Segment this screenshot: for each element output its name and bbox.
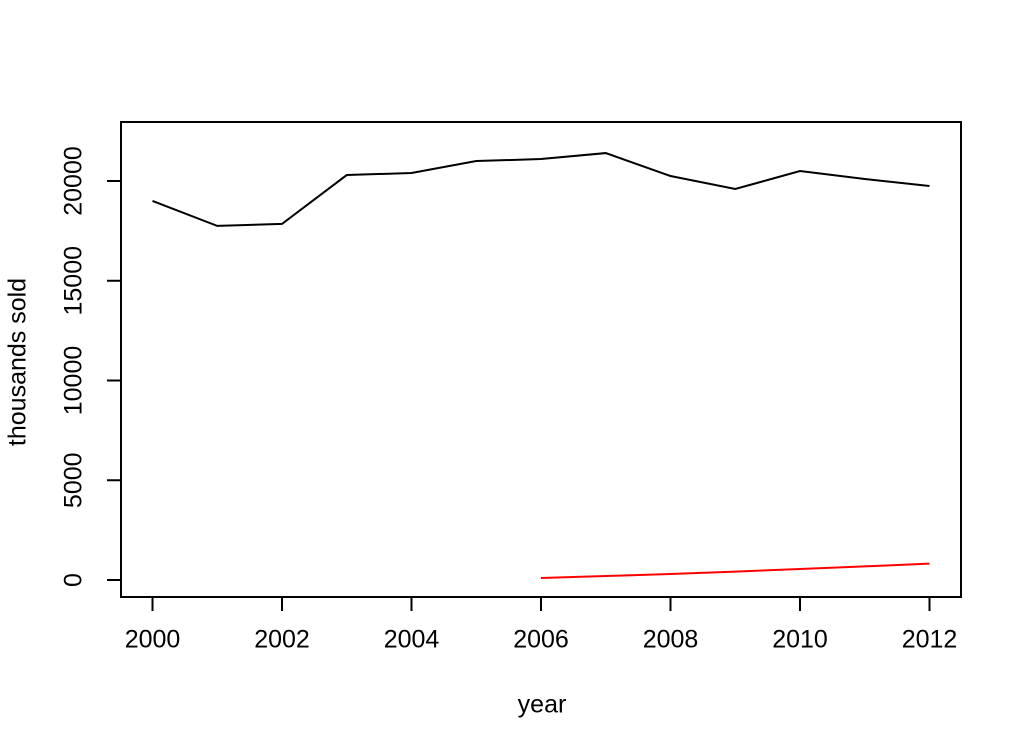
x-axis-tick-label: 2002 [254,626,310,654]
y-axis-tick-label: 20000 [60,146,88,216]
x-axis-tick-label: 2010 [772,626,828,654]
x-axis-tick-label: 2000 [125,626,181,654]
x-axis-tick-label: 2004 [384,626,440,654]
x-axis-title: year [518,691,567,719]
series-black-line [152,152,930,227]
series-red-line [540,562,930,580]
y-axis-title: thousands sold [4,278,32,446]
y-axis-tick-label: 10000 [60,346,88,416]
x-axis-tick-label: 2006 [513,626,569,654]
x-axis-tick-label: 2008 [643,626,699,654]
plot-box [120,121,962,598]
y-axis-tick-label: 5000 [60,452,88,508]
x-axis-tick-label: 2012 [902,626,958,654]
y-axis-tick-label: 15000 [60,246,88,316]
y-axis-tick-label: 0 [60,573,88,587]
